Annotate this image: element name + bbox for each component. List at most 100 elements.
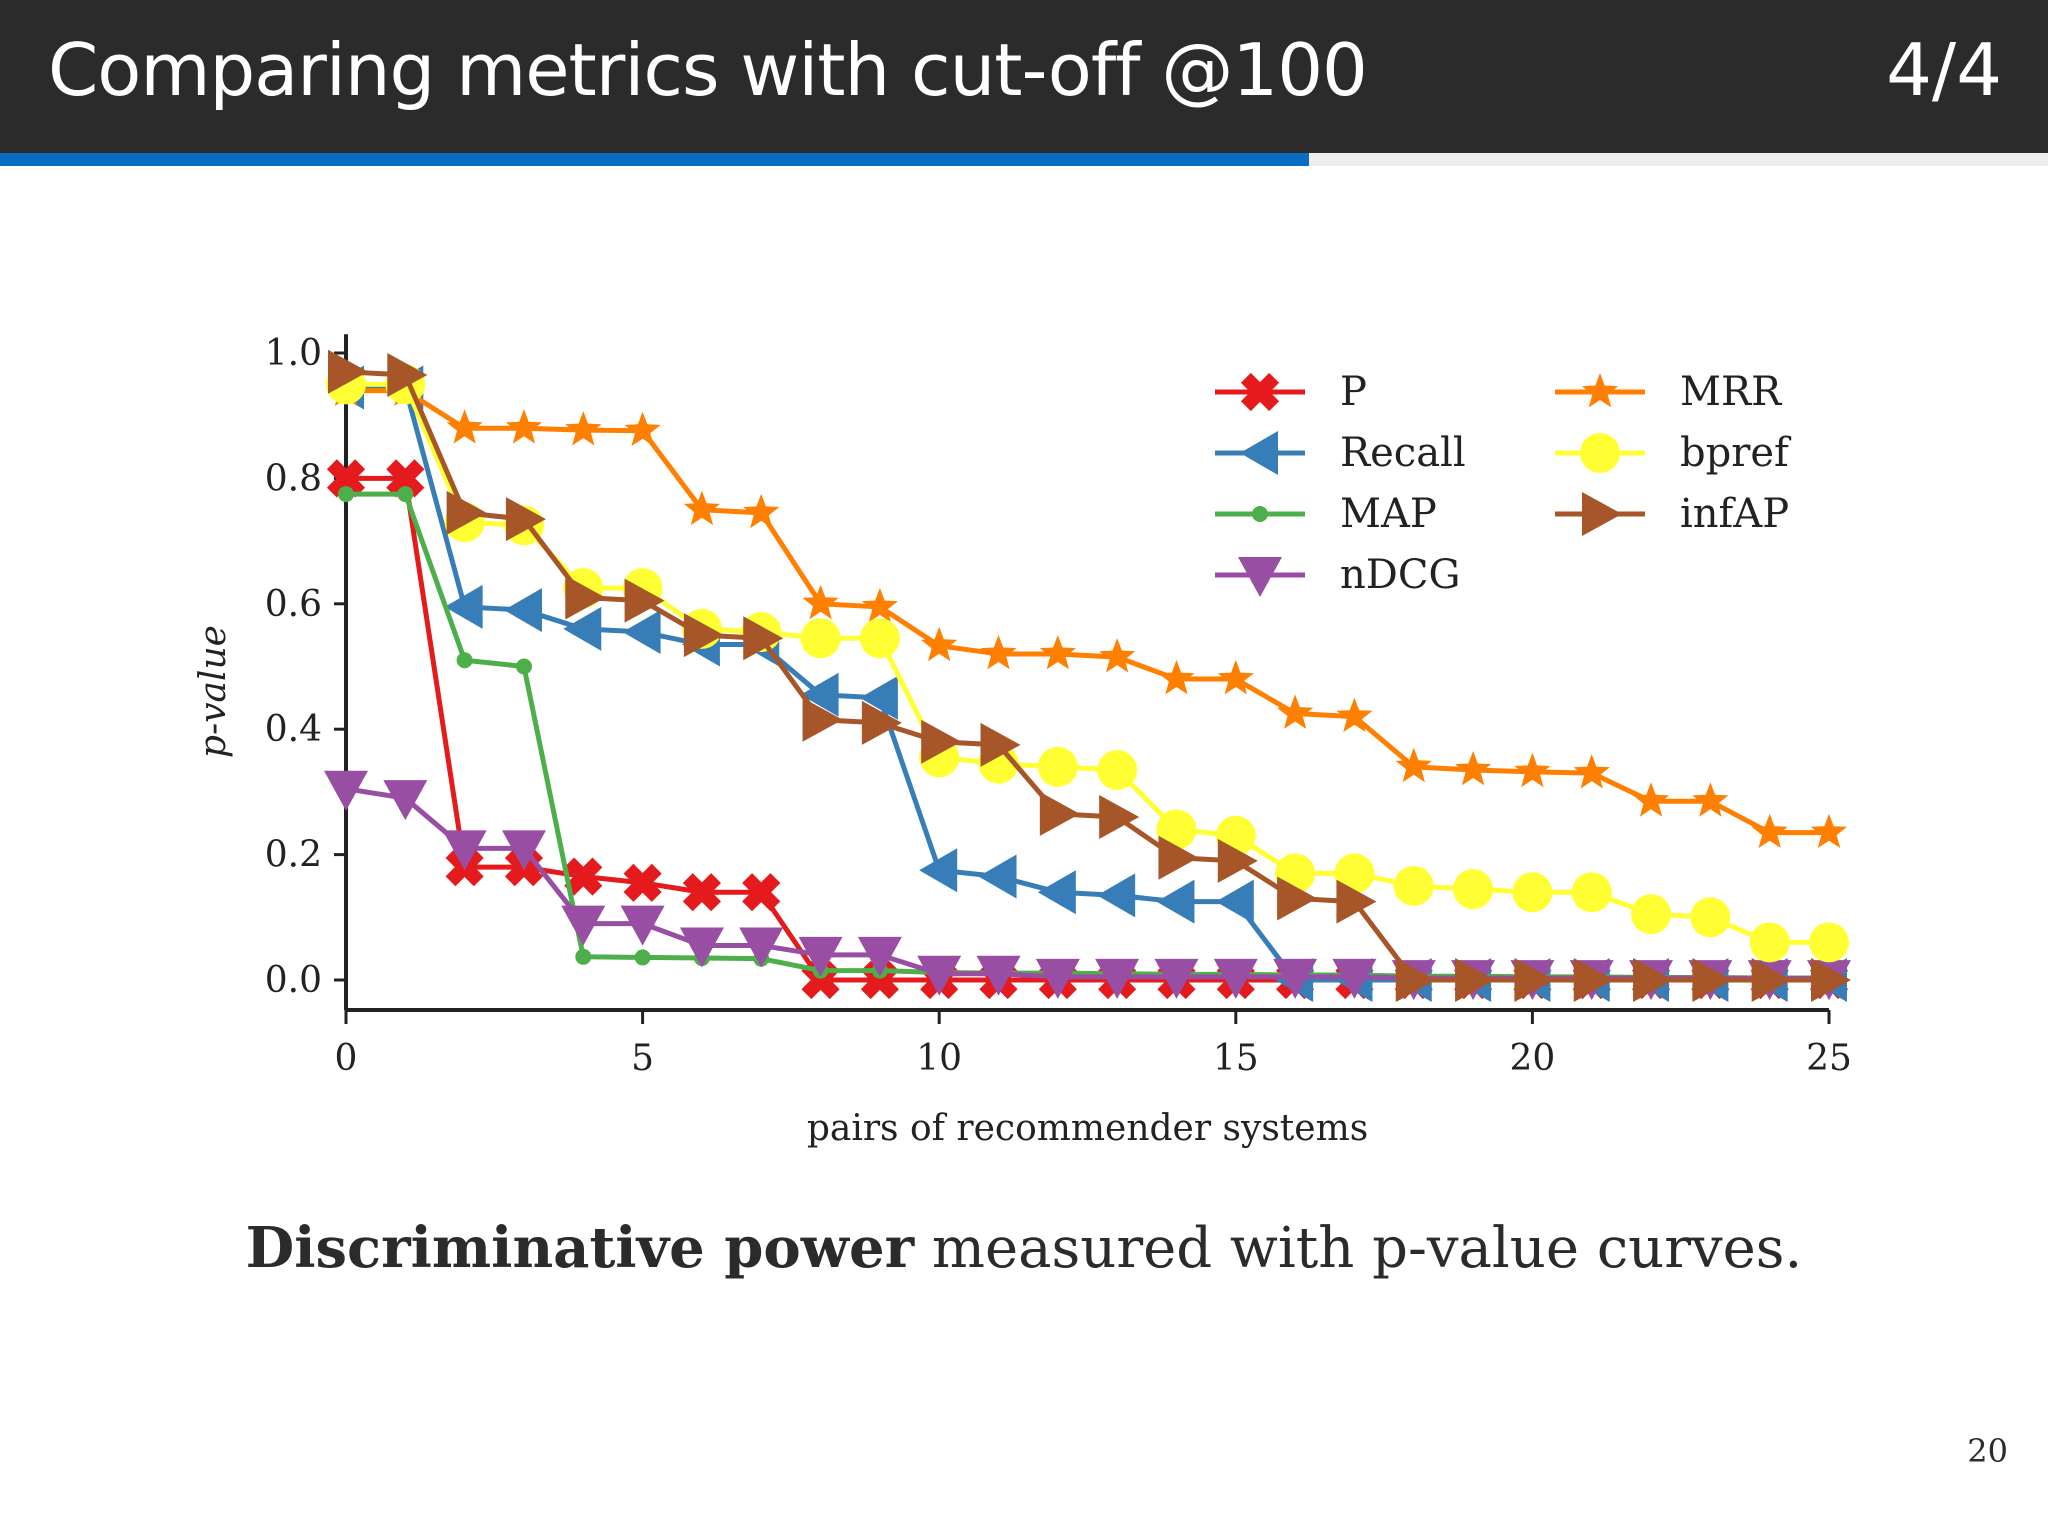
data-point bbox=[861, 700, 902, 745]
data-point bbox=[1217, 838, 1258, 883]
x-axis-label: pairs of recommender systems bbox=[807, 1108, 1368, 1149]
data-point bbox=[1097, 749, 1138, 790]
x-marker-bar bbox=[682, 873, 722, 912]
y-tick-label: 0.4 bbox=[265, 709, 322, 750]
data-point bbox=[1573, 754, 1610, 789]
data-point bbox=[383, 780, 428, 821]
y-tick-label: 0.6 bbox=[265, 584, 322, 625]
x-marker-bar bbox=[564, 857, 603, 896]
data-point bbox=[743, 493, 780, 529]
data-point bbox=[1692, 782, 1729, 817]
data-point bbox=[563, 606, 602, 651]
data-point bbox=[564, 857, 603, 896]
series-infap bbox=[328, 349, 1851, 1002]
data-point bbox=[1751, 958, 1792, 1002]
data-point bbox=[623, 863, 662, 902]
legend-label: P bbox=[1340, 369, 1367, 415]
data-point bbox=[857, 936, 902, 977]
y-tick-label: 0.0 bbox=[265, 960, 322, 1001]
data-point bbox=[505, 497, 546, 542]
data-point bbox=[1395, 747, 1432, 783]
data-point bbox=[565, 575, 606, 620]
data-point bbox=[503, 588, 542, 633]
slide-page-indicator: 4/4 bbox=[1886, 28, 2002, 112]
data-point bbox=[565, 411, 602, 446]
x-tick-label: 10 bbox=[916, 1038, 962, 1079]
data-point bbox=[634, 949, 651, 966]
legend-marker bbox=[1240, 431, 1278, 475]
data-point bbox=[743, 616, 784, 661]
data-point bbox=[1097, 873, 1136, 918]
series-map bbox=[338, 486, 1837, 987]
data-point bbox=[798, 936, 843, 977]
data-point bbox=[505, 409, 542, 444]
y-tick-label: 0.8 bbox=[265, 458, 322, 499]
data-point bbox=[683, 490, 720, 526]
data-point bbox=[921, 626, 958, 662]
data-point bbox=[324, 770, 368, 811]
data-point bbox=[1215, 879, 1254, 924]
data-point bbox=[444, 584, 483, 629]
data-point bbox=[1692, 958, 1733, 1002]
x-marker-bar bbox=[742, 873, 781, 912]
series-p bbox=[326, 459, 1849, 1000]
title-bar: Comparing metrics with cut-off @100 4/4 bbox=[0, 0, 2048, 153]
data-point bbox=[1039, 791, 1080, 836]
data-point bbox=[1213, 958, 1258, 999]
x-marker-bar bbox=[623, 863, 662, 902]
data-point bbox=[1453, 869, 1494, 910]
caption-bold: Discriminative power bbox=[245, 1215, 915, 1281]
data-point bbox=[561, 905, 606, 946]
data-point bbox=[679, 927, 724, 968]
data-point bbox=[446, 490, 487, 535]
legend-marker bbox=[1581, 373, 1619, 408]
data-point bbox=[919, 848, 958, 893]
data-point bbox=[326, 459, 366, 498]
data-point bbox=[682, 873, 722, 912]
data-point bbox=[1336, 697, 1373, 732]
data-point bbox=[1633, 782, 1670, 817]
x-tick-label: 15 bbox=[1213, 1038, 1259, 1079]
x-marker-bar bbox=[1240, 372, 1280, 412]
x-marker-bar bbox=[326, 459, 366, 498]
data-point bbox=[976, 955, 1021, 996]
data-point bbox=[921, 719, 962, 764]
data-point bbox=[1277, 694, 1314, 729]
legend-label: Recall bbox=[1340, 430, 1466, 476]
data-point bbox=[338, 486, 354, 503]
legend-label: nDCG bbox=[1340, 552, 1460, 598]
data-point bbox=[802, 697, 843, 742]
legend-label: MAP bbox=[1340, 491, 1437, 537]
y-axis-label: p-value bbox=[193, 625, 234, 758]
data-point bbox=[456, 652, 473, 669]
data-point bbox=[800, 672, 839, 717]
data-point bbox=[624, 411, 661, 447]
data-point bbox=[1156, 879, 1195, 924]
legend-label: MRR bbox=[1680, 369, 1783, 415]
data-point bbox=[1095, 958, 1140, 999]
data-point bbox=[1039, 635, 1076, 670]
data-point bbox=[1037, 870, 1076, 915]
data-point bbox=[1690, 897, 1731, 938]
data-point bbox=[620, 905, 665, 946]
data-point bbox=[802, 584, 839, 620]
data-point bbox=[1037, 746, 1078, 787]
data-point bbox=[622, 610, 661, 655]
data-point bbox=[917, 955, 962, 996]
data-point bbox=[1514, 752, 1551, 788]
data-point bbox=[1455, 958, 1496, 1002]
data-point bbox=[1099, 794, 1140, 839]
data-point bbox=[1811, 958, 1851, 1002]
data-point bbox=[1158, 835, 1199, 880]
data-point bbox=[1809, 922, 1849, 963]
data-point bbox=[1035, 958, 1080, 999]
data-point bbox=[1571, 872, 1612, 913]
data-point bbox=[1393, 865, 1434, 906]
progress-bar bbox=[0, 153, 2048, 166]
x-tick-label: 5 bbox=[631, 1038, 654, 1079]
data-point bbox=[1334, 853, 1375, 894]
series-recall bbox=[326, 365, 1847, 1002]
data-point bbox=[1749, 922, 1790, 963]
data-point bbox=[1514, 958, 1555, 1002]
legend-marker bbox=[1582, 492, 1622, 536]
